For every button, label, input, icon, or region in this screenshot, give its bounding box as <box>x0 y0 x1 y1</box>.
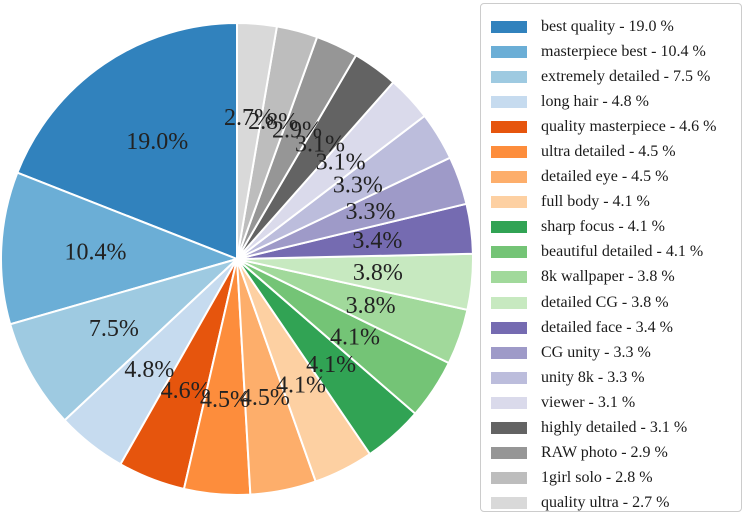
legend-item: viewer - 3.1 % <box>491 390 741 415</box>
legend-item: 8k wallpaper - 3.8 % <box>491 265 741 290</box>
legend-swatch <box>491 497 527 510</box>
legend-swatch <box>491 472 527 485</box>
legend-item: long hair - 4.8 % <box>491 89 741 114</box>
legend-label: 1girl solo - 2.8 % <box>541 469 653 487</box>
pie-chart: 19.0%10.4%7.5%4.8%4.6%4.5%4.5%4.1%4.1%4.… <box>0 21 474 496</box>
legend-swatch <box>491 246 527 259</box>
legend-label: long hair - 4.8 % <box>541 92 649 110</box>
legend-label: 8k wallpaper - 3.8 % <box>541 268 675 286</box>
legend-item: CG unity - 3.3 % <box>491 340 741 365</box>
pie-percent-labels: 19.0%10.4%7.5%4.8%4.6%4.5%4.5%4.1%4.1%4.… <box>65 105 403 413</box>
legend-item: detailed face - 3.4 % <box>491 315 741 340</box>
legend-item: ultra detailed - 4.5 % <box>491 139 741 164</box>
legend-label: full body - 4.1 % <box>541 193 650 211</box>
legend-item: extremely detailed - 7.5 % <box>491 64 741 89</box>
legend-swatch <box>491 196 527 209</box>
legend-swatch <box>491 346 527 359</box>
legend-item: quality masterpiece - 4.6 % <box>491 114 741 139</box>
legend-swatch <box>491 371 527 384</box>
legend-item: unity 8k - 3.3 % <box>491 365 741 390</box>
legend-swatch <box>491 447 527 460</box>
legend-label: ultra detailed - 4.5 % <box>541 143 676 161</box>
legend-item: beautiful detailed - 4.1 % <box>491 240 741 265</box>
legend-swatch <box>491 422 527 435</box>
legend-label: RAW photo - 2.9 % <box>541 444 668 462</box>
legend-label: detailed CG - 3.8 % <box>541 293 669 311</box>
legend-swatch <box>491 321 527 334</box>
legend-item: sharp focus - 4.1 % <box>491 215 741 240</box>
slice-percent-label: 3.3% <box>333 172 383 198</box>
slice-percent-label: 4.1% <box>276 372 326 398</box>
legend-swatch <box>491 95 527 108</box>
legend-swatch <box>491 20 527 33</box>
legend-label: unity 8k - 3.3 % <box>541 368 645 386</box>
pie-slice <box>0 171 241 326</box>
slice-percent-label: 2.9% <box>272 118 322 144</box>
slice-percent-label: 3.1% <box>295 131 345 157</box>
legend-swatch <box>491 296 527 309</box>
slice-percent-label: 2.8% <box>248 109 298 135</box>
pie-slice <box>8 258 238 422</box>
pie-slice <box>16 21 238 261</box>
legend-item: best quality - 19.0 % <box>491 14 741 39</box>
slice-percent-label: 4.1% <box>330 324 380 350</box>
slice-percent-label: 3.3% <box>346 199 396 225</box>
legend-item: highly detailed - 3.1 % <box>491 416 741 441</box>
legend-swatch <box>491 221 527 234</box>
slice-percent-label: 2.7% <box>224 105 274 131</box>
legend-swatch <box>491 45 527 58</box>
legend: best quality - 19.0 % masterpiece best - … <box>480 3 742 512</box>
legend-item: quality ultra - 2.7 % <box>491 491 741 516</box>
slice-percent-label: 3.4% <box>352 228 402 254</box>
legend-label: best quality - 19.0 % <box>541 17 674 35</box>
legend-label: sharp focus - 4.1 % <box>541 218 665 236</box>
slice-percent-label: 4.6% <box>161 378 211 404</box>
legend-swatch <box>491 120 527 133</box>
slice-percent-label: 3.8% <box>353 260 403 286</box>
legend-item: detailed CG - 3.8 % <box>491 290 741 315</box>
legend-label: beautiful detailed - 4.1 % <box>541 243 704 261</box>
legend-label: extremely detailed - 7.5 % <box>541 67 711 85</box>
slice-percent-label: 4.5% <box>240 385 290 411</box>
legend-label: viewer - 3.1 % <box>541 393 636 411</box>
slice-percent-label: 4.8% <box>124 357 174 383</box>
legend-item: detailed eye - 4.5 % <box>491 165 741 190</box>
pie-slices <box>0 21 474 496</box>
legend-label: CG unity - 3.3 % <box>541 343 651 361</box>
legend-item: full body - 4.1 % <box>491 190 741 215</box>
slice-percent-label: 3.1% <box>316 150 366 176</box>
slice-percent-label: 19.0% <box>126 129 188 155</box>
slice-percent-label: 3.8% <box>346 293 396 319</box>
legend-item: RAW photo - 2.9 % <box>491 441 741 466</box>
legend-item: masterpiece best - 10.4 % <box>491 39 741 64</box>
legend-label: masterpiece best - 10.4 % <box>541 42 706 60</box>
legend-swatch <box>491 146 527 159</box>
legend-swatch <box>491 271 527 284</box>
legend-label: detailed eye - 4.5 % <box>541 168 669 186</box>
legend-label: detailed face - 3.4 % <box>541 318 673 336</box>
slice-percent-label: 4.1% <box>306 352 356 378</box>
legend-swatch <box>491 171 527 184</box>
slice-percent-label: 7.5% <box>89 316 139 342</box>
legend-item: 1girl solo - 2.8 % <box>491 466 741 491</box>
legend-swatch <box>491 396 527 409</box>
legend-swatch <box>491 70 527 83</box>
pie-slice <box>236 21 279 260</box>
legend-label: quality masterpiece - 4.6 % <box>541 117 717 135</box>
slice-percent-label: 10.4% <box>65 239 127 265</box>
legend-label: highly detailed - 3.1 % <box>541 419 688 437</box>
slice-percent-label: 4.5% <box>200 387 250 413</box>
legend-label: quality ultra - 2.7 % <box>541 494 670 512</box>
